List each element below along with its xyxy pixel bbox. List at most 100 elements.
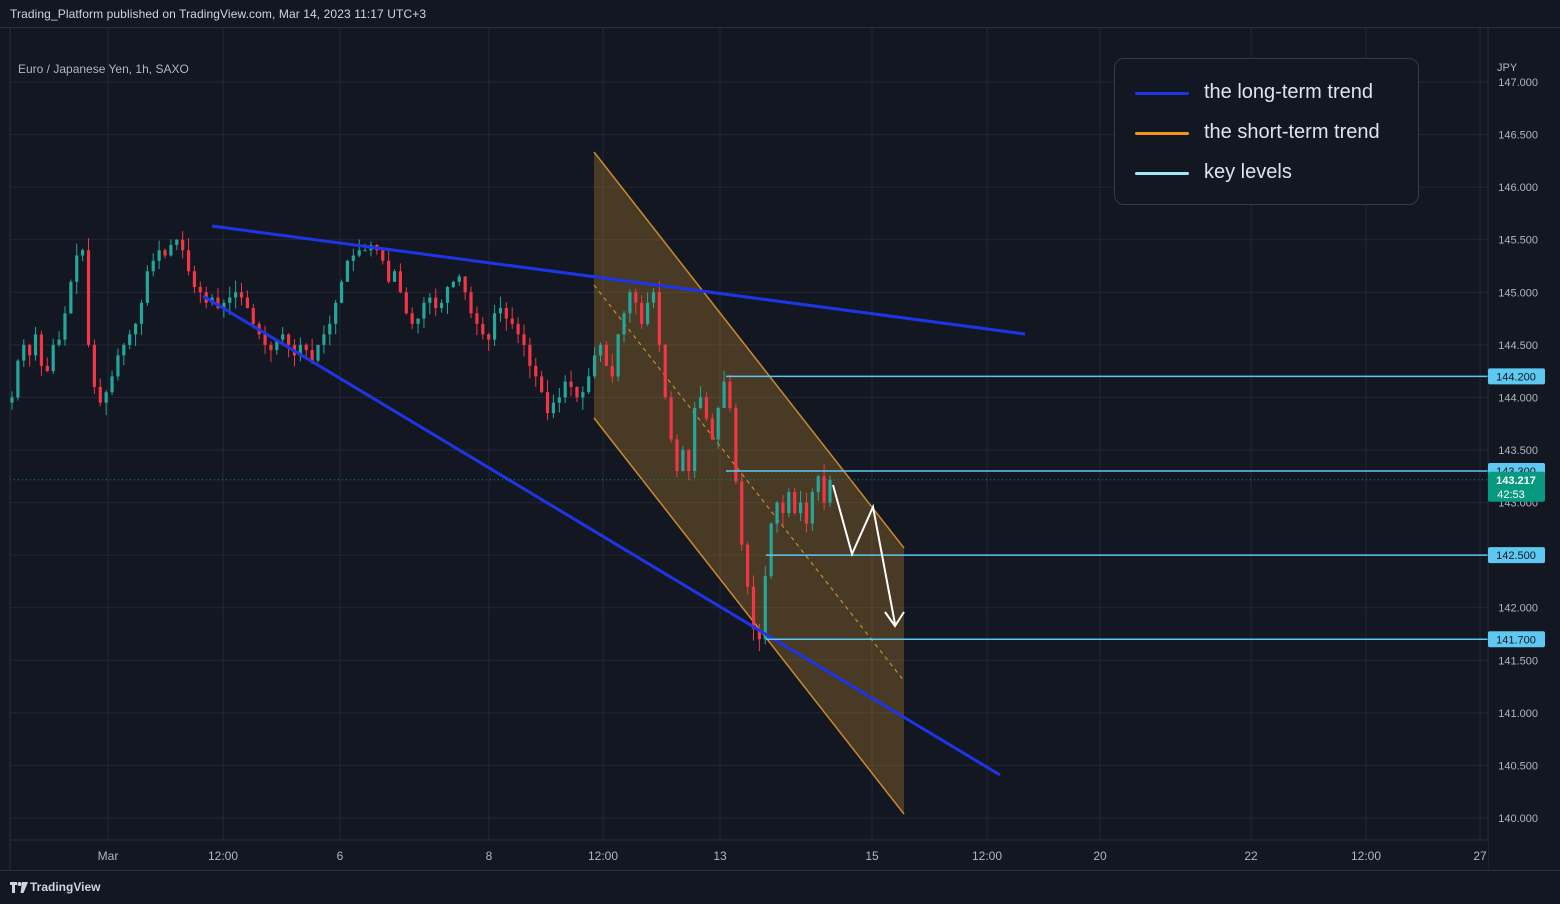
candle-body bbox=[251, 308, 255, 324]
candle-body bbox=[640, 302, 644, 324]
current-price-badge bbox=[1488, 471, 1545, 502]
candle-body bbox=[175, 239, 179, 245]
axes: 147.000 146.500 146.000 145.500 145.000 144.5… bbox=[9, 28, 1560, 870]
candle-body bbox=[198, 287, 202, 293]
candle-body bbox=[528, 344, 532, 366]
candle-body bbox=[504, 308, 508, 319]
candle-body bbox=[569, 381, 573, 387]
key-level-badge-label: 144.200 bbox=[1496, 371, 1536, 383]
candle-body bbox=[645, 302, 650, 324]
candle-body bbox=[16, 360, 20, 398]
candle-body bbox=[746, 544, 750, 587]
short-term-channel bbox=[593, 151, 905, 815]
candle-body bbox=[145, 271, 149, 303]
x-tick-label: Mar bbox=[98, 849, 119, 863]
candle-body bbox=[763, 576, 767, 640]
candle-body bbox=[551, 402, 556, 414]
candle-body bbox=[693, 407, 697, 472]
y-tick-label: 144.500 bbox=[1498, 340, 1538, 352]
candle-body bbox=[275, 339, 279, 351]
candle-body bbox=[698, 397, 703, 408]
legend-item: key levels bbox=[1115, 159, 1418, 189]
candle-body bbox=[492, 313, 497, 340]
long-term-support-line bbox=[202, 294, 1001, 777]
candle-body bbox=[316, 344, 320, 361]
y-tick-label: 143.500 bbox=[1498, 445, 1538, 457]
candle-body bbox=[757, 628, 761, 640]
candle-body bbox=[322, 334, 326, 345]
y-tick-label: 144.000 bbox=[1498, 392, 1538, 404]
y-tick-label: 142.000 bbox=[1498, 603, 1538, 615]
candle-body bbox=[728, 381, 732, 408]
candle-body bbox=[216, 297, 220, 309]
candle-body bbox=[593, 355, 597, 377]
candle-body bbox=[781, 502, 785, 514]
candle-body bbox=[222, 302, 226, 309]
candle-body bbox=[51, 344, 55, 372]
x-tick-label: 15 bbox=[865, 849, 879, 863]
candle-body bbox=[328, 323, 332, 335]
candle-body bbox=[410, 313, 414, 324]
tradingview-logo-icon bbox=[10, 882, 28, 893]
candle-body bbox=[422, 302, 426, 319]
candle-body bbox=[339, 281, 344, 303]
y-tick-label: 145.000 bbox=[1498, 287, 1538, 299]
candle-body bbox=[516, 323, 520, 335]
candle-body bbox=[416, 318, 420, 324]
candle-body bbox=[740, 481, 744, 545]
candle-body bbox=[10, 397, 14, 403]
candle-body bbox=[716, 407, 720, 440]
candle-body bbox=[298, 344, 302, 356]
candle-body bbox=[710, 418, 714, 440]
candle-body bbox=[587, 376, 591, 393]
candle-body bbox=[92, 344, 96, 387]
candle-body bbox=[33, 334, 38, 356]
candle-body bbox=[769, 523, 773, 577]
candle-body bbox=[675, 439, 679, 472]
candle-body bbox=[469, 292, 473, 314]
price-axis-bg bbox=[1488, 28, 1560, 870]
legend-swatch bbox=[1135, 172, 1189, 175]
key-level-badge bbox=[1488, 631, 1545, 648]
candle-body bbox=[345, 260, 350, 282]
candle-body bbox=[475, 313, 479, 324]
candle-body bbox=[151, 260, 155, 272]
projection-arrowhead bbox=[884, 611, 905, 628]
candle-body bbox=[428, 297, 432, 303]
channel-lower-line bbox=[593, 417, 905, 815]
candle-body bbox=[63, 313, 67, 340]
candle-body bbox=[557, 397, 561, 403]
candle-body bbox=[239, 292, 244, 298]
key-level-badge bbox=[1488, 547, 1545, 564]
candle-body bbox=[110, 376, 114, 393]
y-tick-label: 141.000 bbox=[1498, 708, 1538, 720]
projection-path bbox=[832, 484, 896, 625]
legend-item: the long-term trend bbox=[1115, 79, 1418, 109]
candle-body bbox=[634, 292, 638, 303]
candle-body bbox=[281, 334, 285, 340]
candle-body bbox=[22, 344, 26, 361]
candle-body bbox=[722, 381, 726, 408]
candle-body bbox=[463, 276, 467, 293]
current-price-label: 143.217 bbox=[1496, 475, 1536, 487]
candle-body bbox=[234, 292, 238, 298]
candle-body bbox=[404, 292, 408, 314]
x-tick-label: 12:00 bbox=[208, 849, 238, 863]
candle-body bbox=[522, 334, 526, 345]
channel-mid-line bbox=[593, 284, 905, 682]
candle-body bbox=[363, 250, 367, 252]
candle-body bbox=[269, 344, 273, 351]
x-tick-label: 13 bbox=[713, 849, 727, 863]
candle-body bbox=[45, 365, 49, 372]
publish-header: Trading_Platform published on TradingVie… bbox=[0, 0, 1560, 28]
candle-body bbox=[357, 250, 361, 256]
instrument-label: Euro / Japanese Yen, 1h, SAXO bbox=[18, 62, 189, 76]
candle-body bbox=[810, 492, 814, 524]
key-level-badge-label: 142.500 bbox=[1496, 550, 1536, 562]
candle-body bbox=[457, 276, 461, 282]
candle-body bbox=[398, 271, 403, 293]
candle-body bbox=[751, 586, 756, 629]
grid-lines bbox=[10, 28, 1488, 840]
candle-body bbox=[263, 334, 267, 345]
candle-body bbox=[157, 250, 161, 261]
